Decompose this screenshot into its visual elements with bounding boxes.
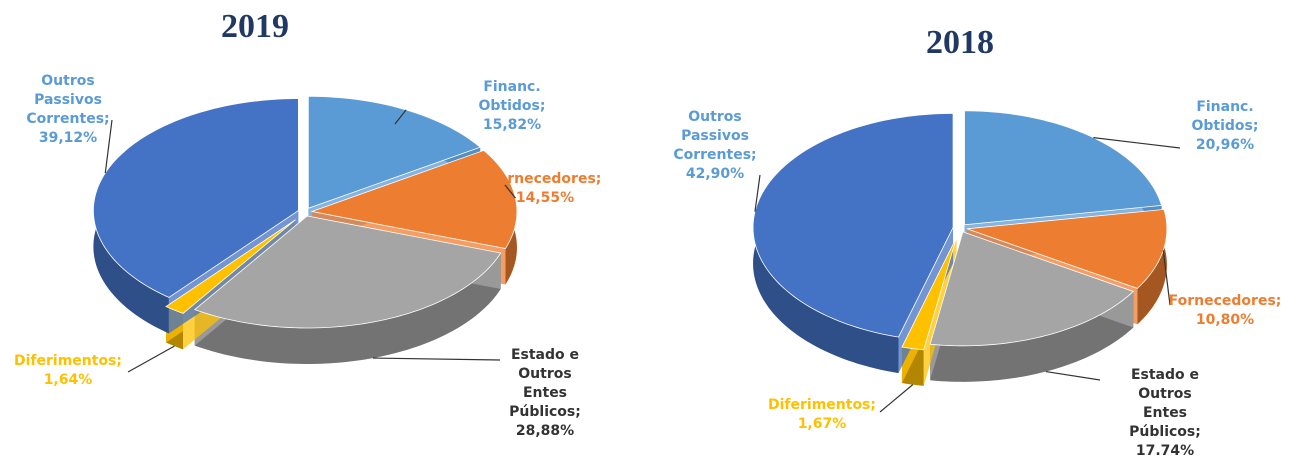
category-label: Fornecedores; [488,171,602,187]
category-label: Estado e Outros Entes Públicos; [509,347,581,420]
slice [193,215,502,329]
category-label: Outros Passivos Correntes; [673,109,757,163]
leader-line [394,109,407,125]
slice [929,231,1135,347]
slice [964,110,1163,226]
data-label: Outros Passivos Correntes; 42,90% [665,108,765,184]
slice [93,98,299,298]
slice-side [1137,209,1167,325]
leader-line [1045,370,1101,381]
slice-side-shade [930,291,1134,382]
chart-title: 2018 [926,24,994,61]
data-label: Diferimentos; 1,67% [768,396,876,434]
leader-line [504,184,516,199]
slice-side-shade [1137,209,1167,325]
data-label: Diferimentos; 1,64% [14,352,122,390]
leader-line [1093,136,1181,149]
leader-line [879,384,914,413]
value-label: 15,82% [482,117,542,133]
value-label: 10,80% [1195,312,1255,328]
category-label: Estado e Outros Entes Públicos; [1129,367,1201,440]
leader-line [127,345,175,373]
leader-line [104,119,113,174]
slice-side [194,253,501,364]
slice [307,95,481,209]
category-label: Financ. Obtidos; [478,79,546,114]
leader-line [1162,250,1171,306]
data-label: Outros Passivos Correntes; 39,12% [18,72,118,148]
value-label: 1,67% [797,416,847,432]
value-label: 20,96% [1195,137,1255,153]
category-label: Fornecedores; [1168,293,1282,309]
slice [966,208,1168,289]
value-label: 1,64% [43,372,93,388]
slice-side [930,291,1134,382]
chart-title: 2019 [221,8,289,45]
category-label: Diferimentos; [13,353,123,369]
data-label: Estado e Outros Entes Públicos; 28,88% [495,346,595,441]
value-label: 42,90% [685,166,745,182]
data-label: Estado e Outros Entes Públicos; 17.74% [1115,366,1215,461]
slice [165,219,296,314]
data-label: Financ. Obtidos; 20,96% [1175,98,1275,155]
value-label: 14,55% [515,190,575,206]
data-label: Financ. Obtidos; 15,82% [462,78,562,135]
leader-line [372,357,501,361]
value-label: 28,88% [515,423,575,439]
category-label: Financ. Obtidos; [1191,99,1259,134]
data-label: Fornecedores; 10,80% [1169,292,1282,330]
data-label: Fornecedores; 14,55% [489,170,602,208]
slice-side-shade [194,253,501,364]
category-label: Outros Passivos Correntes; [26,73,110,127]
leader-line [754,174,761,212]
category-label: Diferimentos; [767,397,877,413]
slice [901,237,957,351]
value-label: 39,12% [38,130,98,146]
